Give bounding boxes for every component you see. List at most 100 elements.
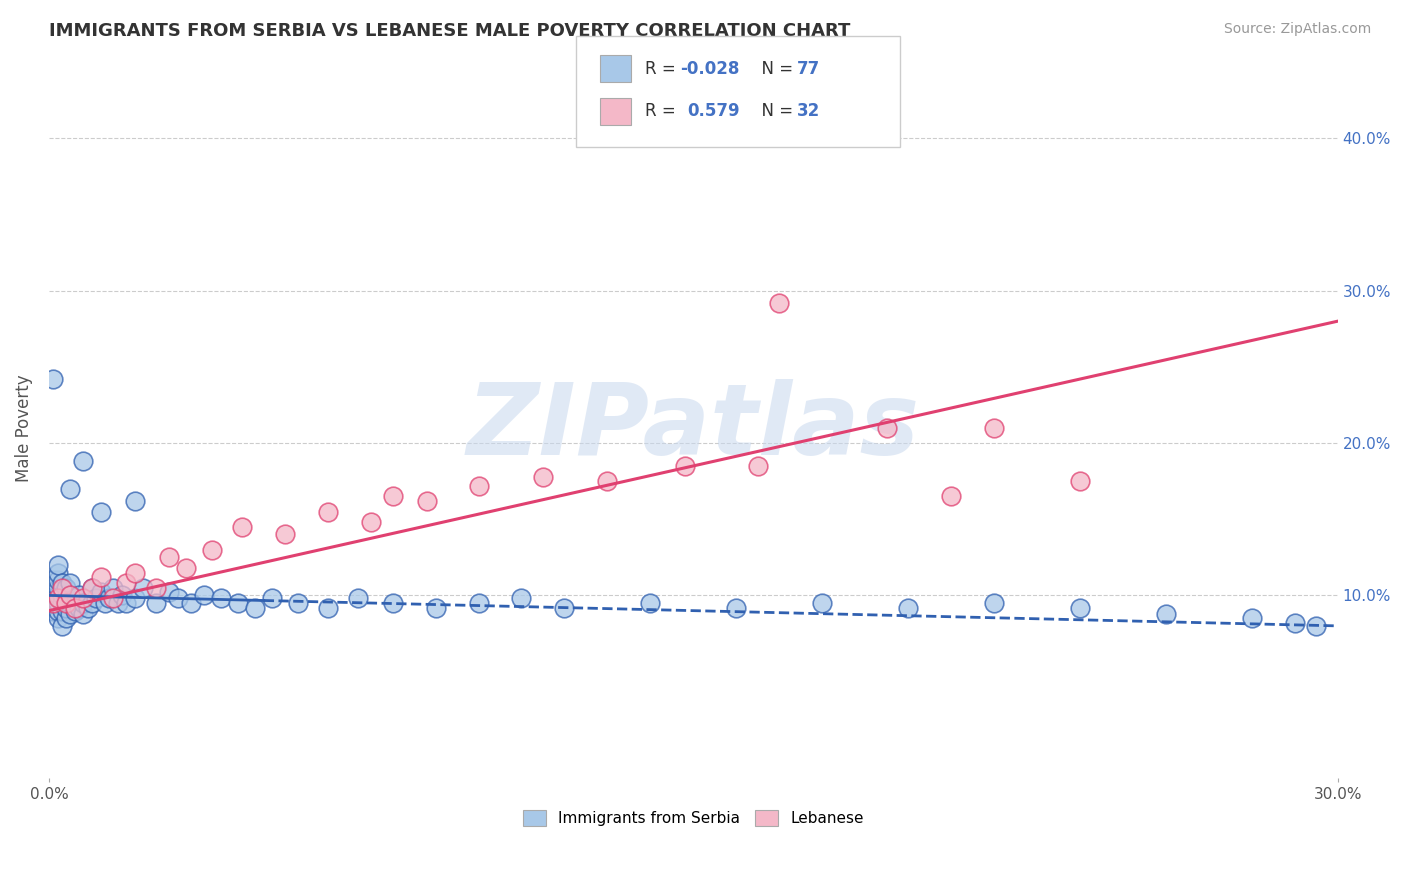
Point	[72, 454, 94, 468]
Point	[381, 596, 404, 610]
Text: Source: ZipAtlas.com: Source: ZipAtlas.com	[1223, 22, 1371, 37]
Text: 77: 77	[797, 60, 821, 78]
Point	[1069, 474, 1091, 488]
Point	[467, 479, 489, 493]
Point	[157, 550, 180, 565]
Point	[89, 570, 111, 584]
Point	[124, 566, 146, 580]
Point	[897, 600, 920, 615]
Point	[67, 600, 90, 615]
Point	[46, 611, 69, 625]
Point	[55, 591, 77, 606]
Point	[193, 589, 215, 603]
Text: 32: 32	[797, 103, 821, 120]
Point	[55, 581, 77, 595]
Point	[59, 576, 82, 591]
Point	[132, 581, 155, 595]
Point	[46, 581, 69, 595]
Point	[262, 591, 284, 606]
Point	[1305, 619, 1327, 633]
Point	[531, 469, 554, 483]
Point	[145, 596, 167, 610]
Point	[42, 596, 65, 610]
Text: IMMIGRANTS FROM SERBIA VS LEBANESE MALE POVERTY CORRELATION CHART: IMMIGRANTS FROM SERBIA VS LEBANESE MALE …	[49, 22, 851, 40]
Text: -0.028: -0.028	[681, 60, 740, 78]
Point	[72, 607, 94, 621]
Point	[103, 581, 125, 595]
Point	[63, 604, 86, 618]
Point	[1154, 607, 1177, 621]
Y-axis label: Male Poverty: Male Poverty	[15, 374, 32, 482]
Point	[425, 600, 447, 615]
Point	[46, 589, 69, 603]
Point	[939, 489, 962, 503]
Point	[287, 596, 309, 610]
Point	[80, 581, 103, 595]
Point	[46, 573, 69, 587]
Text: N =: N =	[751, 103, 799, 120]
Point	[673, 458, 696, 473]
Point	[1284, 615, 1306, 630]
Point	[63, 591, 86, 606]
Point	[55, 600, 77, 615]
Point	[360, 516, 382, 530]
Point	[124, 591, 146, 606]
Point	[46, 558, 69, 572]
Point	[89, 505, 111, 519]
Point	[596, 474, 619, 488]
Point	[42, 372, 65, 386]
Point	[811, 596, 834, 610]
Point	[76, 600, 98, 615]
Point	[55, 596, 77, 610]
Point	[59, 607, 82, 621]
Point	[209, 591, 232, 606]
Point	[42, 573, 65, 587]
Point	[983, 421, 1005, 435]
Point	[59, 589, 82, 603]
Point	[63, 600, 86, 615]
Point	[747, 458, 769, 473]
Point	[243, 600, 266, 615]
Point	[115, 576, 138, 591]
Point	[80, 581, 103, 595]
Point	[416, 494, 439, 508]
Point	[94, 596, 117, 610]
Point	[46, 591, 69, 606]
Point	[274, 527, 297, 541]
Text: N =: N =	[751, 60, 799, 78]
Legend: Immigrants from Serbia, Lebanese: Immigrants from Serbia, Lebanese	[515, 803, 872, 834]
Point	[51, 604, 73, 618]
Point	[115, 596, 138, 610]
Point	[59, 596, 82, 610]
Point	[510, 591, 533, 606]
Text: R =: R =	[645, 60, 682, 78]
Point	[59, 482, 82, 496]
Point	[768, 296, 790, 310]
Point	[72, 596, 94, 610]
Text: ZIPatlas: ZIPatlas	[467, 379, 920, 476]
Point	[347, 591, 370, 606]
Point	[166, 591, 188, 606]
Text: R =: R =	[645, 103, 682, 120]
Point	[145, 581, 167, 595]
Point	[725, 600, 748, 615]
Point	[124, 494, 146, 508]
Point	[46, 596, 69, 610]
Point	[59, 589, 82, 603]
Point	[42, 604, 65, 618]
Point	[89, 585, 111, 599]
Point	[42, 589, 65, 603]
Point	[640, 596, 662, 610]
Point	[467, 596, 489, 610]
Point	[226, 596, 249, 610]
Point	[876, 421, 898, 435]
Point	[1069, 600, 1091, 615]
Point	[84, 591, 107, 606]
Point	[201, 542, 224, 557]
Point	[157, 585, 180, 599]
Point	[67, 589, 90, 603]
Point	[51, 596, 73, 610]
Point	[42, 596, 65, 610]
Point	[1240, 611, 1263, 625]
Point	[46, 604, 69, 618]
